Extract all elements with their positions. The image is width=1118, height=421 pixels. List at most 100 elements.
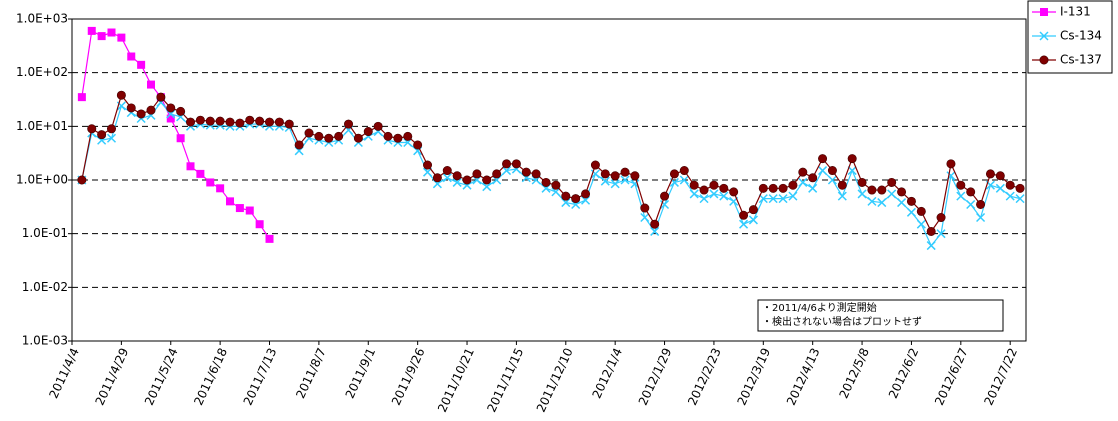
- marker: [926, 241, 936, 251]
- x-tick-label: 2011/6/18: [191, 346, 230, 408]
- x-tick-label: 2011/11/15: [484, 346, 526, 415]
- marker: [610, 171, 620, 181]
- marker: [265, 234, 274, 243]
- marker: [87, 26, 96, 35]
- marker: [324, 133, 334, 143]
- marker: [521, 167, 531, 177]
- marker: [985, 169, 995, 179]
- marker: [561, 198, 571, 208]
- marker: [956, 180, 966, 190]
- y-tick-label: 1.0E+02: [16, 65, 68, 79]
- marker: [373, 121, 383, 131]
- marker: [837, 191, 847, 201]
- marker: [827, 175, 837, 185]
- marker: [363, 127, 373, 137]
- marker: [176, 106, 186, 116]
- marker: [215, 116, 225, 126]
- marker: [778, 194, 788, 204]
- marker: [393, 133, 403, 143]
- marker: [600, 176, 610, 186]
- y-tick-label: 1.0E+01: [16, 119, 68, 133]
- marker: [432, 173, 442, 183]
- marker: [314, 131, 324, 141]
- marker: [995, 183, 1005, 193]
- marker: [758, 183, 768, 193]
- marker: [669, 169, 679, 179]
- marker: [739, 219, 749, 229]
- marker: [462, 175, 472, 185]
- marker: [995, 171, 1005, 181]
- marker: [857, 189, 867, 199]
- marker: [620, 167, 630, 177]
- marker: [452, 171, 462, 181]
- marker: [936, 229, 946, 239]
- marker: [255, 116, 265, 126]
- marker: [225, 117, 235, 127]
- marker: [847, 166, 857, 176]
- legend-label: I-131: [1060, 5, 1091, 19]
- marker: [226, 197, 235, 206]
- marker: [1005, 191, 1015, 201]
- marker: [205, 116, 215, 126]
- marker: [502, 166, 512, 176]
- marker: [768, 183, 778, 193]
- marker: [511, 159, 521, 169]
- marker: [116, 90, 126, 100]
- marker: [107, 124, 117, 134]
- marker: [413, 140, 423, 150]
- x-tick-label: 2011/7/13: [241, 346, 280, 408]
- marker: [926, 226, 936, 236]
- marker: [137, 60, 146, 69]
- marker: [709, 189, 719, 199]
- marker: [156, 92, 166, 102]
- marker: [906, 196, 916, 206]
- marker: [650, 219, 660, 229]
- marker: [887, 177, 897, 187]
- x-tick-label: 2011/5/24: [142, 346, 181, 408]
- marker: [77, 93, 86, 102]
- marker: [166, 103, 176, 113]
- marker: [452, 177, 462, 187]
- marker: [590, 160, 600, 170]
- marker: [482, 175, 492, 185]
- marker: [689, 180, 699, 190]
- marker: [640, 212, 650, 223]
- legend-label: Cs-134: [1060, 29, 1102, 43]
- marker: [916, 219, 926, 229]
- x-tick-label: 2011/12/10: [534, 346, 576, 415]
- marker: [146, 105, 156, 115]
- marker: [284, 119, 294, 129]
- marker: [206, 178, 215, 187]
- marker: [107, 28, 116, 37]
- marker: [353, 133, 363, 143]
- marker: [403, 131, 413, 141]
- marker: [857, 177, 867, 187]
- marker: [916, 206, 926, 216]
- marker: [719, 191, 729, 201]
- marker: [581, 189, 591, 199]
- marker: [798, 167, 808, 177]
- marker: [808, 183, 818, 193]
- marker: [748, 205, 758, 215]
- marker: [936, 213, 946, 223]
- marker: [186, 162, 195, 171]
- marker: [87, 124, 97, 134]
- marker: [946, 159, 956, 169]
- marker: [709, 180, 719, 190]
- x-tick-label: 2012/6/2: [886, 346, 921, 401]
- y-tick-label: 1.0E-02: [22, 280, 68, 294]
- marker: [976, 212, 986, 223]
- marker: [176, 134, 185, 143]
- marker: [77, 175, 87, 185]
- marker: [344, 119, 354, 129]
- marker: [422, 167, 433, 177]
- marker: [571, 194, 581, 204]
- legend-marker: [1039, 31, 1049, 41]
- marker: [600, 169, 610, 179]
- marker: [106, 133, 117, 143]
- y-tick-label: 1.0E+03: [16, 12, 68, 26]
- marker: [768, 194, 778, 204]
- marker: [660, 191, 670, 201]
- marker: [778, 183, 788, 193]
